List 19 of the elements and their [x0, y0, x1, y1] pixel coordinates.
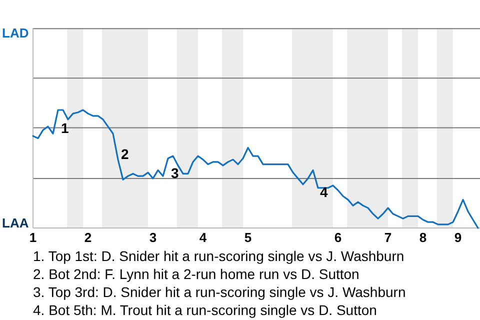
x-tick-label: 3 — [149, 230, 157, 245]
x-tick-label: 5 — [244, 230, 252, 245]
x-tick-label: 1 — [29, 230, 37, 245]
x-tick-label: 2 — [84, 230, 92, 245]
annotation: 3 — [171, 164, 179, 181]
x-tick-label: 7 — [384, 230, 392, 245]
text: 3. Top 3rd: D. Snider hit a run-scoring single vs J. Washburn — [33, 284, 406, 300]
text: 2. Bot 2nd: F. Lynn hit a 2-run home run vs D. Sutton — [33, 266, 360, 282]
annotation: 2 — [121, 146, 129, 162]
x-tick-label: 6 — [334, 230, 342, 245]
text: 1. Top 1st: D. Snider hit a run-scoring single vs J. Washburn — [33, 248, 404, 264]
annotation: 4 — [320, 184, 328, 200]
x-tick-label: 4 — [199, 230, 208, 245]
text: 4. Bot 5th: M. Trout hit a run-scoring single vs D. Sutton — [33, 302, 377, 318]
x-tick-label: 9 — [454, 230, 462, 245]
text: LAD — [2, 26, 29, 41]
annotation: 1 — [61, 120, 69, 136]
text: LAA — [2, 216, 30, 231]
x-tick-label: 8 — [419, 230, 427, 245]
